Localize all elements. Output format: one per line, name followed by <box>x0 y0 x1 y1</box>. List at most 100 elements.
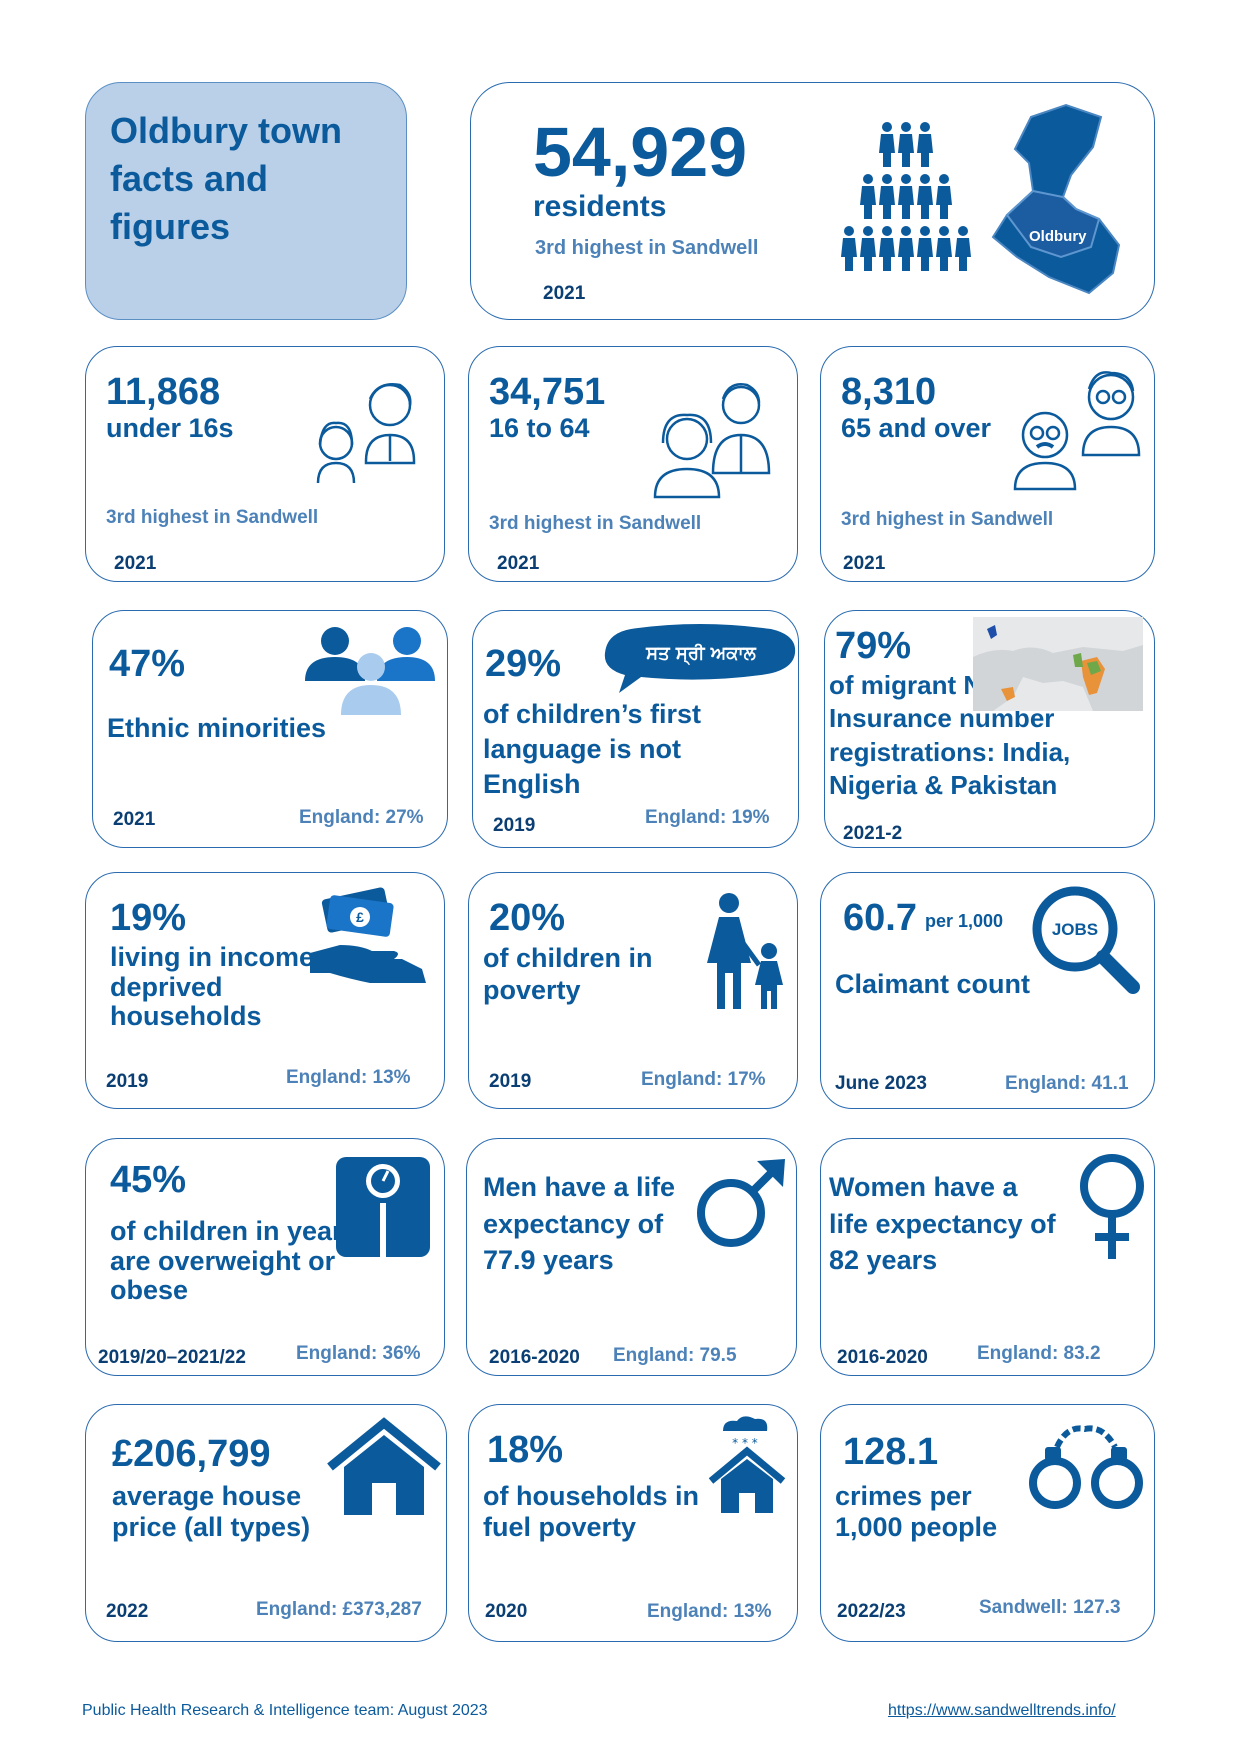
card-value: 29% <box>485 643 562 685</box>
card-value: 128.1 <box>843 1431 939 1473</box>
card-label: of children in year 6 are overweight or … <box>110 1216 366 1306</box>
card-england: England: 19% <box>645 807 770 828</box>
card-label: under 16s <box>106 413 234 443</box>
population-year: 2021 <box>543 283 586 304</box>
svg-text:* * *: * * * <box>732 1436 758 1450</box>
card-label: 16 to 64 <box>489 413 590 443</box>
bubble-text: ਸਤ ਸ੍ਰੀ ਅਕਾਲ <box>645 643 757 666</box>
card-year: 2021 <box>843 553 886 574</box>
male-symbol-icon <box>697 1159 785 1247</box>
card-england: England: 17% <box>641 1069 766 1090</box>
card-label: of households in fuel poverty <box>483 1481 699 1542</box>
parent-child-icon <box>707 893 783 1009</box>
oldbury-map-icon: Oldbury <box>991 103 1121 295</box>
population-label: residents <box>533 190 667 223</box>
speech-bubble-icon: ਸਤ ਸ੍ਰੀ ਅਕਾਲ <box>604 624 796 693</box>
card-value: 79% <box>835 625 912 667</box>
cold-house-icon: * * * <box>708 1416 786 1513</box>
people-group-icon <box>305 627 435 715</box>
card-rank: 3rd highest in Sandwell <box>489 513 702 534</box>
money-hand-icon: £ <box>310 887 426 983</box>
person-figure <box>936 226 952 271</box>
card-year: 2019/20–2021/22 <box>98 1347 246 1368</box>
person-figure <box>955 226 971 271</box>
card-label: 65 and over <box>841 413 992 443</box>
card-rank: 3rd highest in Sandwell <box>106 507 319 528</box>
population-value: 54,929 <box>533 113 748 191</box>
person-figure <box>879 122 895 167</box>
card-label: Women have a life expectancy of 82 years <box>829 1172 1056 1276</box>
card-value: 8,310 <box>841 371 937 413</box>
card-label: crimes per 1,000 people <box>835 1481 998 1543</box>
page-title: Oldbury town facts and figures <box>110 110 342 248</box>
card-value: 47% <box>109 643 186 685</box>
card-under16: 11,868 under 16s 3rd highest in Sandwell… <box>85 346 445 582</box>
card-unit: per 1,000 <box>925 911 1004 931</box>
person-figure <box>898 122 914 167</box>
person-figure <box>917 122 933 167</box>
card-income: 19% living in income deprived households… <box>85 872 445 1109</box>
card-label: Claimant count <box>835 969 1031 999</box>
map-label: Oldbury <box>1029 228 1087 245</box>
card-year: 2019 <box>489 1071 532 1092</box>
card-label: Men have a life expectancy of 77.9 years <box>483 1172 676 1276</box>
card-claimant: 60.7 per 1,000 Claimant count June 2023 … <box>820 872 1155 1109</box>
world-map-icon <box>973 617 1143 711</box>
card-year: 2021 <box>113 809 156 830</box>
card-label: of children in poverty <box>483 943 653 1005</box>
card-age65plus: 8,310 65 and over 3rd highest in Sandwel… <box>820 346 1155 582</box>
card-ethnic: 47% Ethnic minorities 2021 England: 27% <box>92 610 448 848</box>
card-year: 2019 <box>493 815 536 836</box>
card-overweight: 45% of children in year 6 are overweight… <box>85 1138 445 1376</box>
person-figure <box>841 226 857 271</box>
card-year: June 2023 <box>835 1073 927 1094</box>
card-womenlife: Women have a life expectancy of 82 years… <box>820 1138 1155 1376</box>
card-value: £206,799 <box>112 1433 271 1475</box>
card-age16to64: 34,751 16 to 64 3rd highest in Sandwell … <box>468 346 798 582</box>
population-card: 54,929 residents 3rd highest in Sandwell… <box>470 82 1155 320</box>
person-figure <box>860 226 876 271</box>
person-figure <box>917 174 933 219</box>
card-england: England: 13% <box>647 1601 772 1622</box>
card-england: England: £373,287 <box>256 1599 422 1620</box>
card-year: 2016-2020 <box>837 1347 928 1368</box>
jobs-search-icon: JOBS <box>1032 886 1140 994</box>
card-england: England: 41.1 <box>1005 1073 1129 1094</box>
card-menlife: Men have a life expectancy of 77.9 years… <box>466 1138 797 1376</box>
jobs-text: JOBS <box>1052 920 1098 939</box>
card-language: 29% of children’s first language is not … <box>472 610 799 848</box>
adults-icon <box>653 383 771 499</box>
card-england: Sandwell: 127.3 <box>979 1597 1121 1618</box>
card-label: Ethnic minorities <box>107 713 327 743</box>
card-label: living in income deprived households <box>110 942 315 1032</box>
house-icon <box>327 1417 441 1515</box>
elderly-icon <box>1013 371 1141 491</box>
person-figure <box>860 174 876 219</box>
card-migrant: 79% of migrant National Insurance number… <box>824 610 1155 848</box>
children-icon <box>316 383 416 484</box>
handcuffs-icon <box>1029 1425 1143 1509</box>
card-label: of children’s first language is not Engl… <box>483 699 702 800</box>
card-value: 20% <box>489 897 566 939</box>
card-year: 2020 <box>485 1601 528 1622</box>
card-england: England: 13% <box>286 1067 411 1088</box>
card-house: £206,799 average house price (all types)… <box>85 1404 447 1642</box>
title-box: Oldbury town facts and figures <box>85 82 407 320</box>
card-value: 60.7 <box>843 897 917 939</box>
population-rank: 3rd highest in Sandwell <box>535 237 759 259</box>
person-figure <box>898 226 914 271</box>
card-crime: 128.1 crimes per 1,000 people 2022/23 Sa… <box>820 1404 1155 1642</box>
person-figure <box>879 226 895 271</box>
card-england: England: 83.2 <box>977 1343 1101 1364</box>
footer-link[interactable]: https://www.sandwelltrends.info/ <box>888 1702 1116 1719</box>
card-year: 2021 <box>114 553 157 574</box>
card-childpoverty: 20% of children in poverty 2019 England:… <box>468 872 798 1109</box>
card-value: 34,751 <box>489 371 606 413</box>
card-year: 2022/23 <box>837 1601 906 1622</box>
card-year: 2021-2 <box>843 823 903 844</box>
card-england: England: 27% <box>299 807 424 828</box>
female-symbol-icon <box>1080 1154 1144 1259</box>
card-value: 18% <box>487 1429 564 1471</box>
person-figure <box>898 174 914 219</box>
card-value: 19% <box>110 897 187 939</box>
